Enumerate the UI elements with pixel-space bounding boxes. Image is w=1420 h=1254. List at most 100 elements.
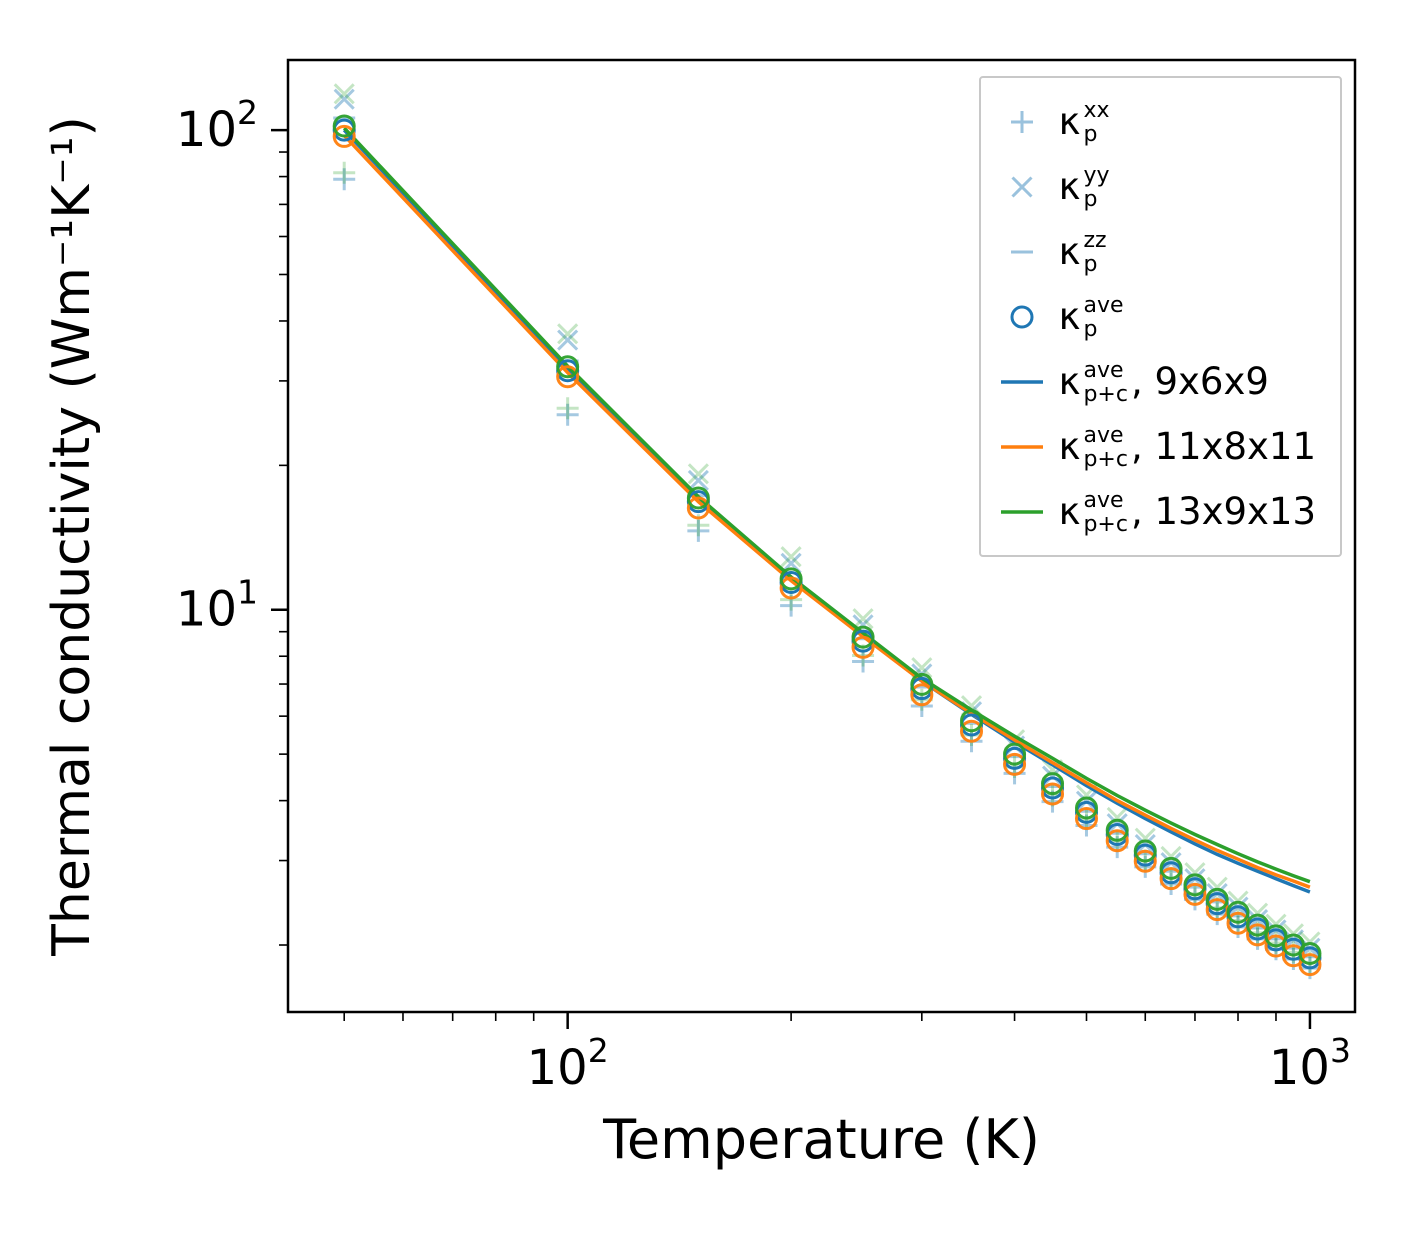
legend-suffix: , 13x9x13	[1130, 490, 1316, 533]
legend-subscript: p+c	[1083, 511, 1128, 537]
marker-x	[1011, 175, 1033, 198]
marker-circle	[1264, 924, 1288, 948]
marker-x	[333, 83, 355, 105]
marker-circle	[686, 496, 710, 520]
legend-label: κ ave p+c, 9x6x9	[1058, 358, 1269, 405]
legend-marker-line-icon	[1000, 444, 1043, 449]
marker-plus	[333, 161, 356, 184]
legend-marker-line-icon	[1000, 379, 1043, 384]
legend-superscript: ave	[1083, 488, 1124, 514]
marker-circle	[1003, 752, 1027, 776]
y-tick-label: 101	[176, 573, 258, 638]
legend-marker-circle-icon	[1010, 305, 1034, 328]
marker-x	[687, 469, 709, 492]
marker-circle	[1133, 839, 1157, 863]
marker-circle	[556, 355, 580, 379]
x-tick-label: 102	[527, 1031, 609, 1096]
marker-x	[780, 546, 802, 568]
legend-marker-line-icon	[1000, 509, 1043, 514]
y-axis-label: Thermal conductivity (Wm⁻¹K⁻¹)	[42, 116, 102, 956]
marker-circle	[1041, 772, 1065, 796]
marker-circle	[1105, 818, 1129, 842]
marker-circle	[1074, 796, 1098, 820]
legend-kappa: κ	[1058, 295, 1081, 338]
legend-superscript: yy	[1083, 163, 1110, 189]
y-tick-label: 102	[176, 93, 258, 158]
legend-kappa: κ	[1058, 360, 1081, 403]
x-tick-label: 103	[1269, 1031, 1351, 1096]
marker-x	[687, 463, 709, 485]
legend-supsub: ave p+c	[1083, 489, 1128, 535]
marker-circle	[1298, 942, 1322, 966]
legend-superscript: ave	[1083, 293, 1124, 319]
legend-superscript: zz	[1083, 228, 1107, 254]
marker-circle	[1010, 305, 1034, 328]
legend-marker-plus-icon	[1010, 110, 1033, 133]
legend-kappa: κ	[1058, 490, 1081, 533]
legend-item: κ xx p	[999, 94, 1316, 149]
marker-plus	[333, 168, 356, 191]
marker-circle	[960, 719, 984, 743]
marker-circle	[1133, 849, 1157, 873]
marker-circle	[1264, 934, 1288, 958]
legend-supsub: yy p	[1083, 164, 1109, 210]
legend-subscript: p	[1083, 121, 1098, 147]
marker-circle	[332, 114, 356, 138]
legend-label: κ ave p+c, 13x9x13	[1058, 488, 1316, 535]
marker-circle	[1298, 953, 1322, 977]
marker-circle	[1159, 856, 1183, 880]
legend-subscript: p	[1083, 186, 1098, 212]
legend-label: κ yy p	[1058, 163, 1113, 210]
marker-circle	[1041, 782, 1065, 806]
legend-kappa: κ	[1058, 165, 1081, 208]
marker-plus	[687, 519, 710, 542]
marker-plus	[556, 397, 579, 420]
marker-x	[852, 608, 874, 630]
marker-circle	[1105, 829, 1129, 853]
marker-circle	[1183, 882, 1207, 906]
legend-suffix: , 11x8x11	[1130, 425, 1316, 468]
legend-supsub: xx p	[1083, 99, 1109, 145]
legend-superscript: xx	[1083, 98, 1110, 124]
legend-item: κ ave p+c, 9x6x9	[999, 354, 1316, 409]
legend-label: κ ave p+c, 11x8x11	[1058, 423, 1316, 470]
marker-circle	[1074, 807, 1098, 831]
line-11x8x11	[342, 134, 1311, 889]
legend-supsub: ave p+c	[1083, 359, 1128, 405]
legend-item: κ ave p	[999, 289, 1316, 344]
legend-superscript: ave	[1083, 423, 1124, 449]
line-13x9x13	[342, 126, 1311, 884]
marker-circle	[779, 576, 803, 600]
marker-circle	[910, 683, 934, 707]
marker-x	[557, 323, 579, 345]
legend-supsub: zz p	[1083, 229, 1106, 275]
marker-circle	[1226, 900, 1250, 924]
legend-label: κ xx p	[1058, 98, 1113, 145]
marker-circle	[1246, 923, 1270, 947]
marker-x	[333, 88, 355, 110]
x-axis-label: Temperature (K)	[603, 1108, 1040, 1171]
legend-item: κ yy p	[999, 159, 1316, 214]
marker-circle	[1159, 867, 1183, 891]
marker-x	[1160, 845, 1182, 867]
legend-kappa: κ	[1058, 425, 1081, 468]
marker-circle	[1183, 873, 1207, 897]
legend-supsub: ave p	[1083, 294, 1123, 340]
legend-kappa: κ	[1058, 230, 1081, 273]
marker-plus	[852, 650, 875, 673]
legend-supsub: ave p+c	[1083, 424, 1128, 470]
legend-subscript: p	[1083, 251, 1098, 277]
marker-circle	[851, 635, 875, 659]
legend-kappa: κ	[1058, 100, 1081, 143]
plot-frame	[286, 58, 1357, 1014]
marker-circle	[910, 672, 934, 696]
legend-label: κ ave p	[1058, 293, 1127, 340]
legend-marker-x-icon	[1011, 175, 1033, 198]
marker-plus	[1010, 110, 1033, 133]
legend-item: κ zz p	[999, 224, 1316, 279]
marker-circle	[1246, 913, 1270, 937]
marker-x	[557, 329, 579, 351]
legend-item: κ ave p+c, 13x9x13	[999, 484, 1316, 539]
marker-circle	[332, 124, 356, 148]
